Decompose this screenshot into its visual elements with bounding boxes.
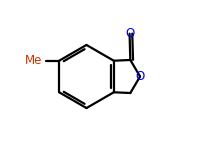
Text: O: O <box>135 70 145 83</box>
Text: Me: Me <box>25 54 43 67</box>
Text: O: O <box>125 27 134 40</box>
